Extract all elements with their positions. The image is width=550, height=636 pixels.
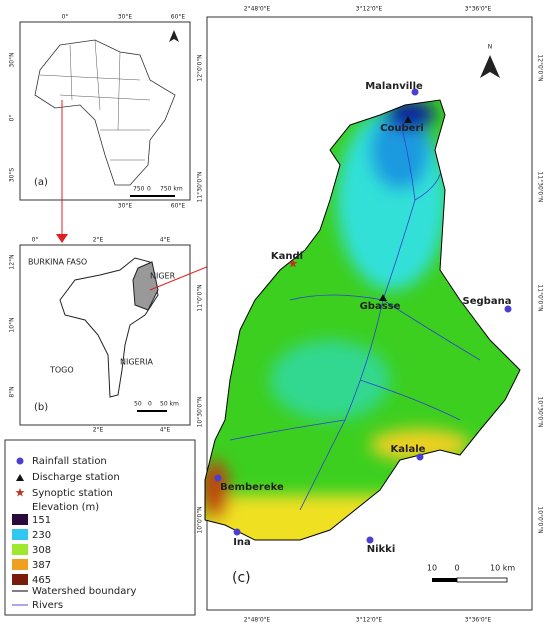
arrow-head — [56, 234, 68, 243]
label: Synoptic station — [32, 488, 113, 499]
label: 0 — [147, 186, 151, 193]
label: (b) — [34, 402, 48, 413]
rainfall-station — [366, 536, 374, 544]
elevation-swatch — [12, 544, 28, 555]
label: 30°E — [118, 203, 133, 210]
label: Nikki — [367, 544, 396, 555]
label: BURKINA FASO — [28, 258, 87, 267]
benin-outline — [59, 257, 159, 398]
north-arrow — [169, 30, 179, 42]
discharge-station — [379, 294, 387, 301]
scale-label: 10 km — [490, 564, 515, 573]
label: 60°E — [171, 14, 186, 21]
label: 11°30'0"N — [537, 172, 544, 203]
discharge-symbol — [16, 474, 24, 481]
scale-bar — [432, 578, 457, 582]
label: 3°36'0"E — [465, 617, 492, 624]
label: 2°48'0"E — [244, 617, 271, 624]
label: Kandi — [271, 251, 303, 262]
label: 0 — [148, 401, 152, 408]
synoptic-symbol: ★ — [15, 486, 26, 500]
label: Rivers — [32, 600, 63, 611]
label: 11°30'0"N — [197, 172, 204, 203]
label: 10°N — [9, 317, 16, 332]
label: 0° — [62, 14, 69, 21]
synoptic-station: ★ — [288, 257, 299, 271]
rainfall-station — [411, 88, 419, 96]
label: 50 km — [160, 401, 179, 408]
rainfall-station — [233, 528, 241, 536]
label: Kalale — [391, 444, 426, 455]
label: 11°0'0"N — [537, 284, 544, 311]
label: 2°E — [93, 427, 104, 434]
elevation-swatch — [12, 514, 28, 525]
watershed-boundary — [204, 99, 521, 541]
panel-label: (c) — [232, 570, 251, 586]
north-label: N — [488, 44, 493, 51]
label: 50 — [134, 401, 142, 408]
label: 2°48'0"E — [244, 6, 271, 13]
label: 0° — [32, 237, 39, 244]
label: 10°0'0"N — [537, 506, 544, 533]
discharge-station — [404, 116, 412, 123]
scale-label: 10 — [427, 564, 437, 573]
rainfall-station — [504, 305, 512, 313]
label: 10°0'0"N — [197, 506, 204, 533]
label: 0° — [9, 115, 16, 122]
label: 387 — [32, 560, 51, 571]
label: Segbana — [463, 296, 512, 307]
label: Discharge station — [32, 472, 120, 483]
rainfall-symbol — [16, 457, 24, 465]
label: 151 — [32, 515, 51, 526]
label: 4°E — [160, 427, 171, 434]
label: 30°N — [9, 52, 16, 67]
label: 11°0'0"N — [197, 284, 204, 311]
label: 60°E — [171, 203, 186, 210]
label: 30°E — [118, 14, 133, 21]
label: Couberi — [380, 123, 424, 134]
label: 10°30'0"N — [537, 397, 544, 428]
north-arrow — [480, 55, 500, 78]
elevation-swatch — [12, 574, 28, 585]
scale-label: 0 — [454, 564, 459, 573]
label: 465 — [32, 575, 51, 586]
label: (a) — [34, 177, 48, 188]
label: 3°36'0"E — [465, 6, 492, 13]
label: 3°12'0"E — [356, 617, 383, 624]
label: Bembereke — [220, 482, 284, 493]
label: Malanville — [365, 81, 423, 92]
label: 230 — [32, 530, 51, 541]
label: 8°N — [9, 386, 16, 397]
label: TOGO — [49, 366, 74, 375]
label: 30°S — [9, 168, 16, 183]
label: 3°12'0"E — [356, 6, 383, 13]
label: 308 — [32, 545, 51, 556]
legend-frame — [4, 439, 196, 616]
label: 750 — [133, 186, 145, 193]
elevation-swatch — [12, 559, 28, 570]
scale-bar — [130, 195, 175, 197]
label: Ina — [233, 537, 251, 548]
label: NIGERIA — [120, 358, 154, 367]
label: NIGER — [150, 272, 176, 281]
elevation-swatch — [12, 529, 28, 540]
label: 12°N — [9, 254, 16, 269]
label: 750 km — [160, 186, 183, 193]
borders — [39, 39, 151, 161]
label: 12°0'0"N — [197, 54, 204, 81]
rainfall-station — [416, 453, 424, 461]
label: 2°E — [93, 237, 104, 244]
label: Gbasse — [360, 301, 401, 312]
label: Elevation (m) — [32, 502, 99, 513]
label: Watershed boundary — [32, 586, 137, 597]
label: 4°E — [160, 237, 171, 244]
rainfall-station — [214, 474, 222, 482]
label: 12°0'0"N — [537, 54, 544, 81]
scale-bar — [137, 410, 167, 412]
label: Rainfall station — [32, 456, 107, 467]
label: 10°30'0"N — [197, 397, 204, 428]
watershed-location — [132, 261, 159, 311]
scale-bar — [456, 577, 508, 583]
